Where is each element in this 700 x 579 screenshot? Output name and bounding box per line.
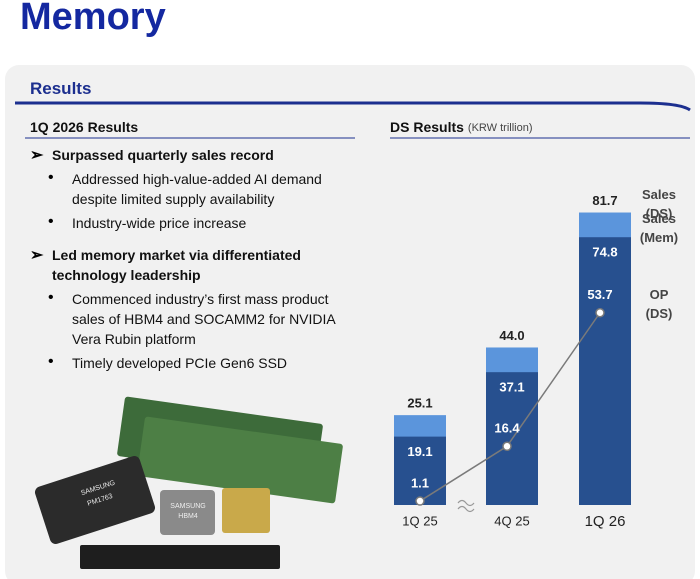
data-label: 53.7: [587, 287, 612, 302]
point-row: ➢ Led memory market via differentiated te…: [30, 245, 360, 285]
bar: [579, 237, 631, 505]
legend-label: Sales (Mem): [639, 211, 679, 246]
point-title: Led memory market via differentiated tec…: [52, 247, 301, 283]
bullet-dot: •: [48, 289, 54, 306]
legend-label: Sales (DS): [642, 186, 676, 221]
data-label: 74.8: [592, 245, 617, 260]
chart-title: DS Results (KRW trillion): [390, 119, 533, 135]
point: [595, 308, 605, 318]
data-label: 37.1: [499, 380, 524, 395]
section-title: Results: [30, 79, 92, 98]
bullet-row: • Commenced industry’s first mass product…: [30, 289, 360, 349]
legend-label: OP (DS): [645, 286, 673, 321]
bullet-row: • Addressed high-value-added AI demand de…: [30, 169, 360, 209]
bullet-row: • Timely developed PCIe Gen6 SSD: [30, 353, 360, 373]
left-points: ➢ Surpassed quarterly sales record • Addres…: [30, 145, 360, 385]
chart-subtitle: (KRW trillion): [468, 122, 533, 134]
point: [502, 441, 512, 452]
left-heading: 1Q 2026 Results: [30, 119, 139, 135]
x-tick-label: 4Q 25: [494, 513, 529, 528]
hbm-chip: [160, 490, 215, 535]
page-title: Memory: [20, 0, 166, 38]
bullet-text: Industry-wide price increase: [72, 215, 247, 231]
point: ➢ Led memory market via differentiated te…: [30, 245, 360, 373]
bullet-dot: •: [48, 169, 54, 186]
point-title: Surpassed quarterly sales record: [52, 147, 274, 163]
point-row: ➢ Surpassed quarterly sales record: [30, 145, 360, 165]
bullet-text: Addressed high-value-added AI demand des…: [72, 171, 322, 207]
point: ➢ Surpassed quarterly sales record • Addres…: [30, 145, 360, 233]
dimm: [137, 416, 343, 504]
product-label: SAMSUNG: [170, 503, 205, 510]
data-label: 19.1: [407, 444, 432, 459]
axis-break: [457, 499, 475, 513]
chart-title-text: DS Results: [390, 119, 464, 135]
section-rule: [15, 101, 691, 112]
product-label: HBM4: [178, 513, 198, 520]
point: [415, 496, 425, 506]
arrow-icon: ➢: [30, 247, 44, 264]
chip: [222, 488, 270, 533]
bullet-dot: •: [48, 213, 54, 230]
bullet-text: Timely developed PCIe Gen6 SSD: [72, 355, 288, 371]
data-label: 81.7: [592, 193, 617, 208]
x-tick-label: 1Q 26: [585, 513, 626, 530]
bullet-dot: •: [48, 353, 54, 370]
arrow-icon: ➢: [30, 147, 44, 164]
bar: [394, 436, 446, 505]
socamm: [80, 545, 280, 569]
product-label: PM1763: [87, 493, 114, 508]
data-label: 1.1: [411, 475, 429, 490]
bullet-text: Commenced industry’s first mass product …: [72, 291, 335, 347]
data-label: 25.1: [407, 396, 432, 411]
product-images: [34, 396, 475, 569]
x-tick-label: 1Q 25: [402, 513, 437, 528]
data-label: 16.4: [494, 421, 520, 436]
ssd: [34, 456, 156, 544]
data-label: 44.0: [499, 328, 524, 343]
bullet-row: • Industry-wide price increase: [30, 213, 360, 233]
